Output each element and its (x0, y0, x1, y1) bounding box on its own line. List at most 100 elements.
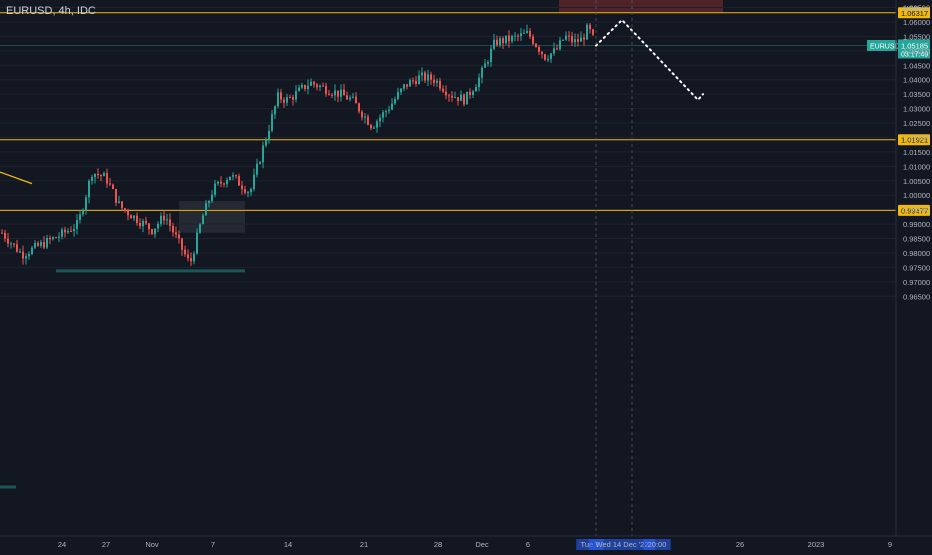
price-tick-label: 0.98500 (903, 235, 930, 244)
candle-body (436, 80, 438, 83)
candle-body (328, 93, 330, 95)
candle-body (502, 38, 504, 44)
candle-body (163, 215, 165, 221)
candle-body (232, 175, 234, 177)
candle-body (46, 237, 48, 248)
candle-body (433, 79, 435, 83)
candle-body (451, 95, 453, 98)
candle-body (211, 194, 213, 202)
candle-body (190, 258, 192, 262)
candle-body (448, 95, 450, 97)
candle-body (361, 111, 363, 118)
current-price-badge (898, 39, 930, 59)
candle-body (316, 84, 318, 88)
time-tick-label: 2023 (808, 540, 825, 549)
candle-body (421, 72, 423, 76)
candle-body (403, 84, 405, 89)
candle-body (565, 35, 567, 40)
candle-body (79, 214, 81, 220)
candle-body (130, 215, 132, 219)
candle-body (553, 48, 555, 54)
candle-body (205, 203, 207, 216)
price-tick-label: 1.03000 (903, 105, 930, 114)
candle-body (370, 124, 372, 129)
candle-body (445, 91, 447, 96)
candle-body (127, 210, 129, 216)
candle-body (340, 89, 342, 97)
candle-body (559, 40, 561, 50)
candle-body (85, 197, 87, 211)
candle-body (124, 208, 126, 211)
time-tick-label: Nov (145, 540, 159, 549)
forecast-path[interactable] (595, 18, 704, 102)
candle-body (238, 176, 240, 186)
price-tick-label: 1.06500 (903, 4, 930, 13)
candle-body (469, 91, 471, 95)
candle-body (271, 114, 273, 131)
candle-body (31, 247, 33, 255)
candle-body (535, 43, 537, 47)
candle-body (250, 188, 252, 193)
candle-body (313, 81, 315, 85)
candle-body (325, 85, 327, 94)
level-price-label: 1.06317 (901, 9, 928, 18)
candle-body (418, 75, 420, 85)
candle-body (16, 244, 18, 252)
candle-body (94, 173, 96, 178)
candle-body (247, 192, 249, 194)
candle-body (34, 242, 36, 248)
supply-zone[interactable] (559, 0, 723, 13)
candle-body (184, 249, 186, 255)
symbol-title[interactable]: EURUSD, 4h, IDC (6, 5, 96, 17)
candle-body (220, 181, 222, 184)
level-price-badge (898, 134, 930, 146)
trendline[interactable] (0, 171, 33, 185)
candle-body (454, 97, 456, 99)
candle-body (541, 51, 543, 55)
price-tick-label: 0.99000 (903, 220, 930, 229)
candle-body (586, 24, 588, 40)
candle-body (391, 103, 393, 110)
candle-body (133, 215, 135, 219)
candle-body (493, 39, 495, 49)
candle-body (322, 85, 324, 87)
candle-body (229, 176, 231, 181)
candle-body (112, 184, 114, 189)
candle-body (97, 173, 99, 176)
candle-body (508, 35, 510, 42)
price-tick-label: 0.98000 (903, 249, 930, 258)
candle-body (169, 219, 171, 226)
candle-body (583, 37, 585, 40)
candle-body (331, 94, 333, 96)
candle-body (355, 96, 357, 104)
price-tick-label: 1.05000 (903, 47, 930, 56)
price-tick-label: 1.05500 (903, 32, 930, 41)
candle-body (511, 35, 513, 42)
candle-body (244, 189, 246, 193)
candle-body (574, 39, 576, 43)
candle-body (1, 232, 3, 234)
candle-body (424, 72, 426, 81)
candle-body (478, 77, 480, 88)
price-tick-label: 1.00500 (903, 177, 930, 186)
candle-body (52, 237, 54, 240)
candle-body (592, 29, 594, 35)
candle-body (283, 99, 285, 103)
candle-body (4, 232, 6, 239)
time-tick-label: 20:00 (648, 540, 667, 549)
candle-body (556, 48, 558, 50)
candle-body (76, 219, 78, 229)
candle-body (397, 92, 399, 100)
candle-body (40, 242, 42, 246)
level-price-label: 0.99477 (901, 206, 928, 215)
candle-body (373, 127, 375, 129)
candle-body (7, 238, 9, 244)
candle-body (298, 87, 300, 92)
candle-body (385, 111, 387, 113)
candle-body (526, 30, 528, 33)
price-tick-label: 1.04000 (903, 76, 930, 85)
candle-body (289, 97, 291, 99)
demand-zone[interactable] (179, 200, 245, 233)
